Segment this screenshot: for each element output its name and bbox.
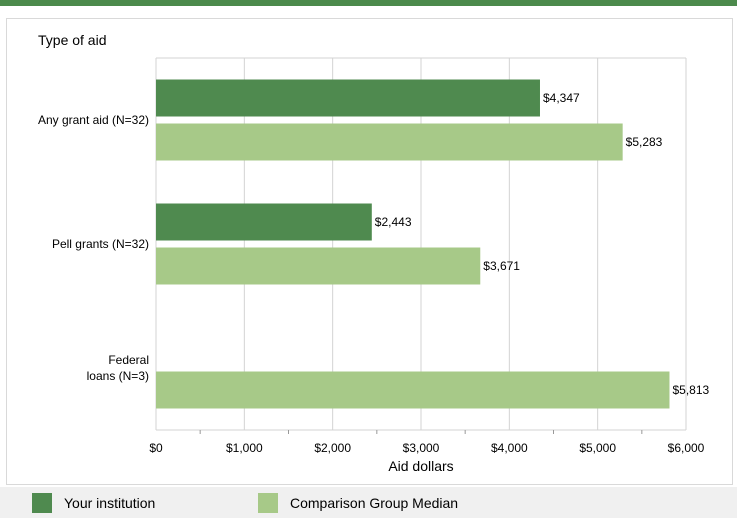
legend-item-your-institution: Your institution	[32, 487, 155, 518]
bar-comparison-median-1	[156, 247, 481, 285]
data-label-0-1: $2,443	[375, 215, 412, 229]
legend: Your institution Comparison Group Median	[0, 487, 737, 518]
x-tick-label-2: $2,000	[314, 441, 351, 455]
legend-swatch-comparison-group-median	[258, 492, 278, 513]
y-category-label-line: loans (N=3)	[87, 369, 149, 383]
bars-layer	[156, 79, 670, 409]
x-tick-label-1: $1,000	[226, 441, 263, 455]
top-accent-bar	[0, 0, 737, 6]
data-label-1-0: $5,283	[626, 135, 663, 149]
bar-your-institution-0	[156, 79, 540, 117]
bar-chart: Type of aid Aid dollars $0 $1,000 $2,000 $3…	[38, 32, 710, 474]
labels-layer: $0 $1,000 $2,000 $3,000 $4,000 $5,000 $6,000 An…	[38, 91, 710, 455]
x-axis-title: Aid dollars	[388, 458, 453, 474]
x-tick-label-6: $6,000	[668, 441, 705, 455]
y-category-label-line: Any grant aid (N=32)	[38, 113, 149, 127]
x-tick-label-0: $0	[149, 441, 163, 455]
bar-comparison-median-2	[156, 371, 670, 409]
y-axis-title: Type of aid	[38, 32, 107, 48]
legend-label-your-institution: Your institution	[64, 494, 156, 511]
data-label-1-2: $5,813	[672, 383, 709, 397]
x-tick-label-3: $3,000	[403, 441, 440, 455]
y-category-label-2: Federal loans (N=3)	[87, 353, 149, 383]
y-category-label-0: Any grant aid (N=32)	[38, 113, 149, 127]
y-category-label-line: Federal	[108, 353, 149, 367]
legend-swatch-your-institution	[32, 492, 52, 513]
data-label-1-1: $3,671	[483, 259, 520, 273]
legend-item-comparison-group-median: Comparison Group Median	[258, 487, 458, 518]
legend-label-comparison-group-median: Comparison Group Median	[290, 494, 459, 511]
bar-your-institution-1	[156, 203, 372, 241]
bar-comparison-median-0	[156, 123, 623, 161]
y-category-label-line: Pell grants (N=32)	[52, 237, 149, 251]
y-category-label-1: Pell grants (N=32)	[52, 237, 149, 251]
data-label-0-0: $4,347	[543, 91, 580, 105]
x-tick-label-4: $4,000	[491, 441, 528, 455]
x-tick-label-5: $5,000	[579, 441, 616, 455]
grid-layer	[155, 57, 687, 434]
